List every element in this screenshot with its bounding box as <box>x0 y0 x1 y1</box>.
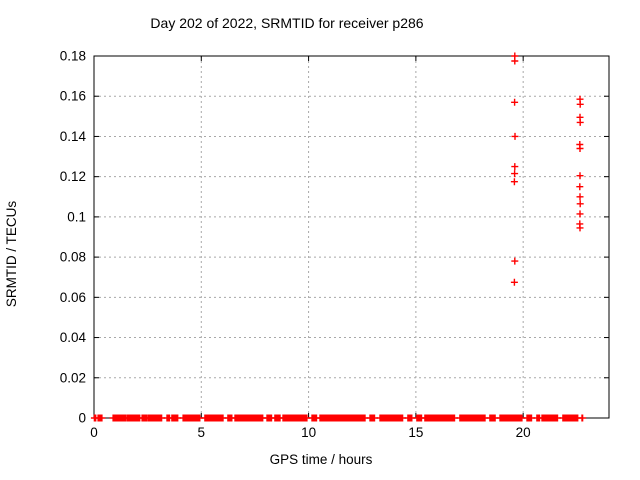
y-tick-label: 0.14 <box>60 129 87 144</box>
data-point-marker <box>510 178 518 186</box>
data-point-marker <box>576 118 584 126</box>
data-point-marker <box>511 170 519 178</box>
data-point-marker <box>576 145 584 152</box>
baseline-marker-run <box>201 414 227 422</box>
y-tick-label: 0.08 <box>60 250 86 265</box>
y-tick-label: 0.02 <box>60 370 86 385</box>
x-tick-label: 20 <box>516 425 531 440</box>
data-point-marker <box>510 278 518 286</box>
chart-title: Day 202 of 2022, SRMTID for receiver p28… <box>150 15 423 31</box>
baseline-marker-run <box>316 414 369 422</box>
y-tick-labels: 0 0.02 0.04 0.06 0.08 0.1 0.12 0.14 0.16 0.18 <box>60 49 87 426</box>
data-point-marker <box>576 100 584 108</box>
baseline-marker-run <box>94 414 106 422</box>
baseline-marker-run <box>404 414 416 422</box>
baseline-marker-run <box>144 414 166 422</box>
data-point-marker <box>511 57 519 65</box>
y-tick-label: 0.1 <box>67 209 86 224</box>
data-point-marker <box>511 98 519 106</box>
baseline-marker-run <box>231 414 267 422</box>
data-point-marker <box>511 163 519 171</box>
baseline-marker-run <box>124 414 144 422</box>
grid-lines <box>94 56 609 418</box>
data-point-marker <box>576 210 584 218</box>
y-tick-label: 0.16 <box>60 89 86 104</box>
data-point-marker <box>576 193 584 201</box>
baseline-marker-run <box>376 414 407 422</box>
y-tick-label: 0.06 <box>60 290 86 305</box>
data-points <box>90 52 587 422</box>
baseline-marker-run <box>279 414 311 422</box>
baseline-marker-run <box>366 414 378 422</box>
data-point-marker <box>576 224 584 232</box>
data-point-marker <box>576 172 584 180</box>
y-tick-label: 0.04 <box>60 330 87 345</box>
plot-border <box>93 55 610 419</box>
baseline-marker-run <box>421 414 458 422</box>
x-tick-label: 15 <box>408 425 423 440</box>
data-point-marker <box>511 257 519 265</box>
baseline-marker-run <box>456 414 489 422</box>
baseline-marker-run <box>578 414 587 422</box>
baseline-marker-run <box>496 414 526 422</box>
data-point-marker <box>576 200 584 208</box>
y-tick-label: 0.18 <box>60 49 86 64</box>
x-tick-label: 10 <box>301 425 316 440</box>
x-tick-label: 5 <box>198 425 206 440</box>
y-axis-label: SRMTID / TECUs <box>4 201 19 308</box>
axis-ticks <box>93 55 609 419</box>
baseline-marker-run <box>486 414 499 422</box>
y-tick-label: 0.12 <box>60 169 86 184</box>
baseline-marker-run <box>559 414 582 422</box>
x-tick-label: 0 <box>90 425 98 440</box>
data-point-marker <box>576 183 584 191</box>
baseline-marker-run <box>523 414 535 422</box>
baseline-marker-run <box>179 414 204 422</box>
data-point-marker <box>511 132 519 140</box>
baseline-marker-run <box>538 414 561 422</box>
x-tick-labels: 0 5 10 15 20 <box>90 425 530 440</box>
x-axis-label: GPS time / hours <box>270 452 373 467</box>
y-tick-label: 0 <box>78 411 86 426</box>
baseline-marker-run <box>168 414 182 422</box>
